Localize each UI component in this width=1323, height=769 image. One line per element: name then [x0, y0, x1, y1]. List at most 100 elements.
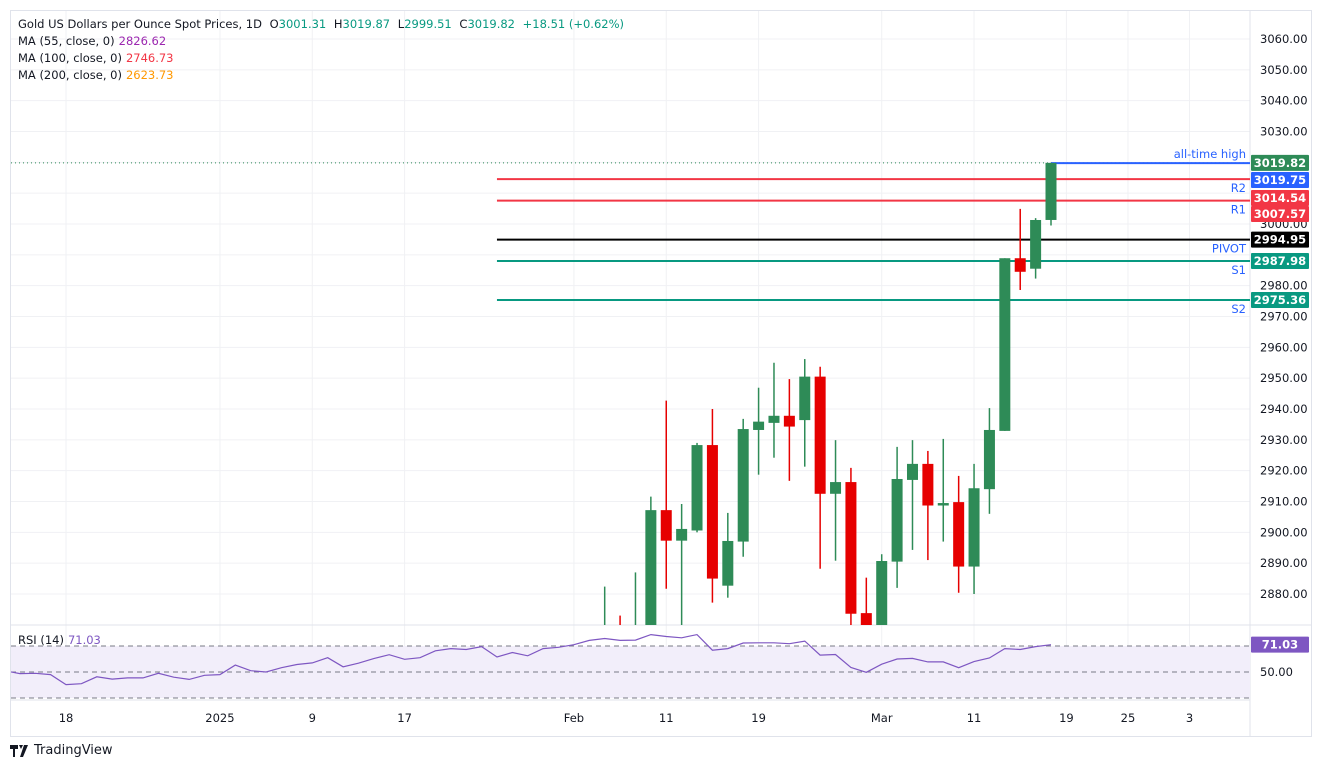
- candle-body: [722, 540, 734, 586]
- level-label-all-time-high: all-time high: [1174, 147, 1246, 161]
- candle: [676, 503, 688, 625]
- candle-body: [783, 415, 795, 427]
- price-tick: 2970.00: [1260, 310, 1308, 324]
- ohlc-high: H3019.87: [333, 17, 391, 31]
- candle-body: [830, 482, 842, 494]
- last-price-label: 3019.82: [1251, 154, 1309, 171]
- candle: [660, 400, 672, 589]
- candle: [1045, 162, 1057, 226]
- candle-body: [691, 445, 703, 531]
- candle: [645, 496, 657, 625]
- candle: [983, 408, 995, 514]
- candle-body: [983, 429, 995, 490]
- last-price-label-text: 3019.82: [1254, 156, 1306, 170]
- rsi-price-label-bg: [1251, 636, 1309, 653]
- candle-body: [845, 482, 857, 614]
- candle-body: [876, 561, 888, 625]
- price-tick: 3050.00: [1260, 63, 1308, 77]
- time-tick: 11: [967, 711, 982, 725]
- rsi-legend[interactable]: RSI (14) 71.03: [18, 633, 101, 647]
- candle: [1030, 218, 1042, 279]
- candle: [830, 440, 842, 561]
- symbol-title: Gold US Dollars per Ounce Spot Prices, 1…: [18, 17, 262, 31]
- price-tick: 2890.00: [1260, 556, 1308, 570]
- ma-200-value: 2623.73: [125, 68, 174, 82]
- ma-200-legend[interactable]: MA (200, close, 0) 2623.73: [18, 68, 174, 82]
- price-tick: 2930.00: [1260, 433, 1308, 447]
- pivot-levels: all-time high R2 R1 PIVOT S1 S2: [11, 147, 1250, 316]
- candle: [922, 450, 934, 561]
- price-tick: 2920.00: [1260, 464, 1308, 478]
- tradingview-logo[interactable]: TradingView: [10, 743, 113, 758]
- ma-100-legend[interactable]: MA (100, close, 0) 2746.73: [18, 51, 174, 65]
- level-label-r2: R2: [1231, 181, 1246, 195]
- rsi-price-label: 71.03: [1251, 636, 1309, 653]
- time-tick: 18: [59, 711, 74, 725]
- tradingview-logo-icon: [10, 744, 28, 757]
- time-tick: 3: [1186, 711, 1193, 725]
- candle: [799, 359, 811, 467]
- level-price-all-time-high: 3019.75: [1251, 172, 1309, 188]
- ma-100-value: 2746.73: [125, 51, 174, 65]
- level-label-r1: R1: [1231, 203, 1246, 217]
- level-price-pivot-bg: [1251, 231, 1309, 248]
- level-price-r2-text: 3014.54: [1254, 191, 1306, 205]
- candle-body: [968, 488, 980, 567]
- ohlc-close: C3019.82: [459, 17, 515, 31]
- price-tick: 2910.00: [1260, 495, 1308, 509]
- price-tick: 2880.00: [1260, 587, 1308, 601]
- candle: [783, 379, 795, 481]
- candle-body: [799, 376, 811, 421]
- ma-55-value: 2826.62: [118, 34, 167, 48]
- candle-body: [891, 478, 903, 562]
- rsi-price-label-text: 71.03: [1262, 638, 1298, 652]
- level-label-s2: S2: [1231, 302, 1246, 316]
- chart-frame: [10, 10, 1312, 737]
- candle-body: [814, 376, 826, 494]
- level-price-r1: 3007.57: [1251, 206, 1309, 222]
- level-price-s2: 2975.36: [1251, 291, 1309, 308]
- candle: [860, 577, 872, 625]
- time-tick: Mar: [871, 711, 893, 725]
- candle: [845, 467, 857, 625]
- time-tick: 19: [1059, 711, 1074, 725]
- time-tick: 19: [751, 711, 766, 725]
- candle: [999, 258, 1011, 431]
- level-price-s1-bg: [1251, 253, 1309, 270]
- candle-body: [706, 445, 718, 579]
- price-tick: 3040.00: [1260, 94, 1308, 108]
- candle: [937, 438, 949, 542]
- level-price-s2-bg: [1251, 291, 1309, 308]
- level-price-pivot-text: 2994.95: [1254, 233, 1306, 247]
- rsi-line: [11, 633, 1052, 686]
- rsi-value: 71.03: [67, 633, 101, 647]
- time-tick: Feb: [564, 711, 584, 725]
- rsi-pane: [11, 633, 1250, 699]
- candle-body: [953, 502, 965, 567]
- candles: [603, 162, 1057, 625]
- price-labels: 3019.82 3019.75 3014.54 3007.57 2994.95 2987.…: [1251, 154, 1309, 653]
- time-tick: 2025: [205, 711, 234, 725]
- candle-body: [1014, 258, 1026, 272]
- candle-body: [922, 463, 934, 506]
- grid: [11, 11, 1311, 737]
- level-label-pivot: PIVOT: [1212, 242, 1247, 256]
- rsi-band: [11, 646, 1250, 698]
- level-price-pivot: 2994.95: [1251, 231, 1309, 248]
- candle: [968, 463, 980, 594]
- level-price-s1: 2987.98: [1251, 253, 1309, 270]
- price-tick: 2900.00: [1260, 525, 1308, 539]
- candle: [722, 512, 734, 598]
- price-tick: 3060.00: [1260, 32, 1308, 46]
- level-label-s1: S1: [1231, 263, 1246, 277]
- level-price-r2: 3014.54: [1251, 190, 1309, 206]
- candle: [814, 366, 826, 569]
- candle-body: [906, 463, 918, 480]
- candle: [891, 446, 903, 588]
- candle-body: [937, 503, 949, 506]
- time-axis: 18 2025 9 17 Feb 11 19 Mar 11 19 25 3: [59, 711, 1193, 725]
- ma-55-legend[interactable]: MA (55, close, 0) 2826.62: [18, 34, 167, 48]
- candle-body: [768, 415, 780, 423]
- level-price-all-time-high-bg: [1251, 172, 1309, 188]
